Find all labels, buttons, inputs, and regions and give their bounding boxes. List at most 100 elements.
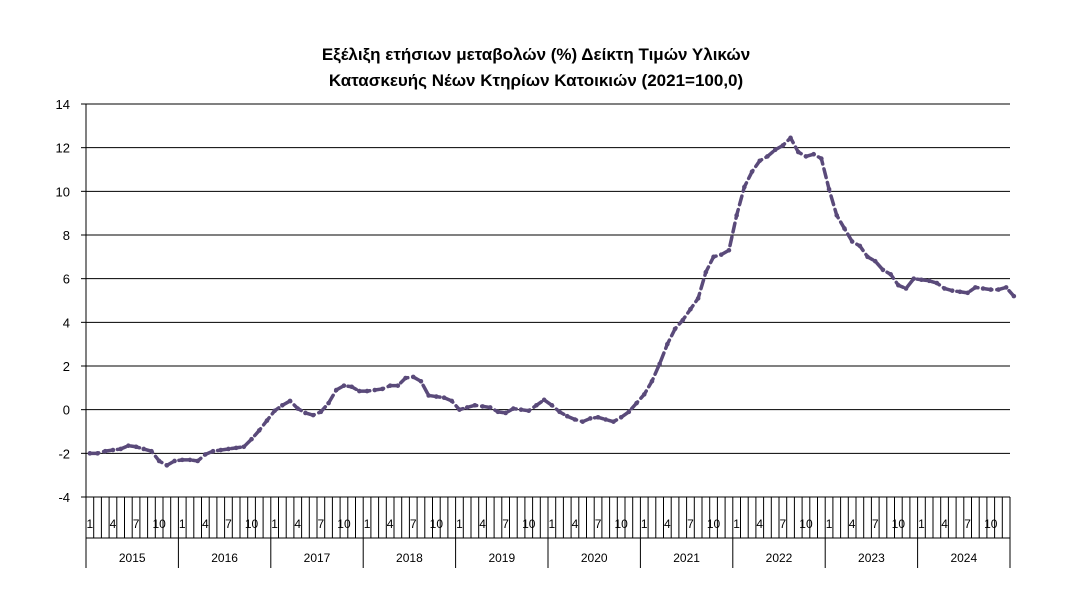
data-point xyxy=(757,158,763,164)
month-tick-label: 10 xyxy=(152,517,166,531)
y-tick-label: 14 xyxy=(56,97,70,112)
data-point xyxy=(557,409,562,415)
data-point xyxy=(418,378,424,384)
y-tick-label: -4 xyxy=(58,490,70,505)
month-tick-label: 1 xyxy=(549,517,556,531)
data-point xyxy=(534,403,539,408)
data-point xyxy=(410,374,416,380)
month-tick-label: 7 xyxy=(872,517,879,531)
month-tick-label: 7 xyxy=(964,517,971,531)
data-point xyxy=(811,151,816,157)
data-point xyxy=(480,404,485,409)
month-tick-label: 10 xyxy=(892,517,906,531)
data-point xyxy=(896,282,901,288)
month-tick-label: 7 xyxy=(595,517,602,531)
data-point xyxy=(110,447,116,453)
data-point xyxy=(865,254,870,260)
data-point xyxy=(942,286,947,291)
data-point xyxy=(249,436,254,442)
data-point xyxy=(718,252,724,257)
data-point xyxy=(1003,285,1009,290)
y-tick-label: 4 xyxy=(63,315,70,330)
data-point xyxy=(434,394,439,399)
year-label: 2019 xyxy=(488,551,515,565)
data-point xyxy=(903,286,909,291)
data-point xyxy=(195,458,200,464)
y-tick-label: 8 xyxy=(63,228,70,243)
data-point xyxy=(495,409,501,415)
data-point xyxy=(911,276,917,281)
data-point xyxy=(280,403,285,408)
data-point xyxy=(749,169,755,174)
data-point xyxy=(665,341,670,347)
data-point xyxy=(657,361,662,367)
y-tick-label: 12 xyxy=(56,141,70,156)
data-point xyxy=(156,458,162,464)
data-point xyxy=(973,285,978,290)
data-point xyxy=(734,213,739,218)
month-tick-label: 4 xyxy=(572,517,579,531)
month-tick-label: 1 xyxy=(456,517,463,531)
data-point xyxy=(172,458,177,464)
year-label: 2020 xyxy=(581,551,608,565)
month-tick-label: 7 xyxy=(780,517,787,531)
data-point xyxy=(133,444,139,450)
data-point xyxy=(449,398,455,404)
month-tick-label: 4 xyxy=(110,517,117,531)
data-point xyxy=(426,393,431,398)
data-point xyxy=(826,186,832,192)
year-label: 2015 xyxy=(119,551,146,565)
data-point xyxy=(996,287,1001,292)
data-point xyxy=(611,419,616,424)
data-point xyxy=(310,412,316,418)
data-point xyxy=(218,447,224,453)
data-point xyxy=(241,444,247,450)
data-point xyxy=(233,445,239,451)
data-point xyxy=(210,448,216,454)
month-tick-label: 7 xyxy=(502,517,509,531)
data-point xyxy=(333,387,339,393)
data-point xyxy=(256,428,262,433)
data-point xyxy=(187,457,193,463)
y-tick-label: 10 xyxy=(56,184,70,199)
data-point xyxy=(1011,293,1017,299)
data-point xyxy=(618,415,624,420)
data-point xyxy=(457,407,462,412)
data-point xyxy=(572,417,578,422)
y-tick-label: 6 xyxy=(63,272,70,287)
data-point xyxy=(102,448,108,454)
y-tick-label: -2 xyxy=(58,446,70,461)
chart-title: Εξέλιξη ετήσιων μεταβολών (%) Δείκτη Τιμ… xyxy=(0,42,1072,94)
year-label: 2018 xyxy=(396,551,423,565)
data-point xyxy=(688,306,693,312)
month-tick-label: 10 xyxy=(522,517,536,531)
data-point xyxy=(518,407,524,412)
month-tick-label: 7 xyxy=(318,517,325,531)
data-point xyxy=(403,375,408,381)
chart-title-line-1: Εξέλιξη ετήσιων μεταβολών (%) Δείκτη Τιμ… xyxy=(321,45,751,64)
data-point xyxy=(703,269,709,275)
data-point xyxy=(511,406,516,411)
month-tick-label: 1 xyxy=(733,517,740,531)
data-point xyxy=(626,409,632,415)
month-tick-label: 4 xyxy=(479,517,486,531)
y-tick-label: 0 xyxy=(63,403,70,418)
data-point xyxy=(464,405,470,410)
data-point xyxy=(441,395,447,400)
data-point xyxy=(287,398,293,404)
month-tick-label: 4 xyxy=(849,517,856,531)
data-point xyxy=(849,239,855,244)
data-point xyxy=(264,418,270,423)
month-tick-label: 10 xyxy=(337,517,351,531)
month-tick-label: 7 xyxy=(133,517,140,531)
year-label: 2021 xyxy=(673,551,700,565)
data-point xyxy=(326,400,331,406)
month-tick-label: 4 xyxy=(294,517,301,531)
data-point xyxy=(387,383,393,388)
month-tick-label: 10 xyxy=(245,517,259,531)
data-point xyxy=(795,149,801,155)
data-point xyxy=(303,410,308,416)
chart-title-line-2: Κατασκευής Νέων Κτηρίων Κατοικιών (2021=… xyxy=(328,71,744,90)
data-point xyxy=(965,290,970,296)
